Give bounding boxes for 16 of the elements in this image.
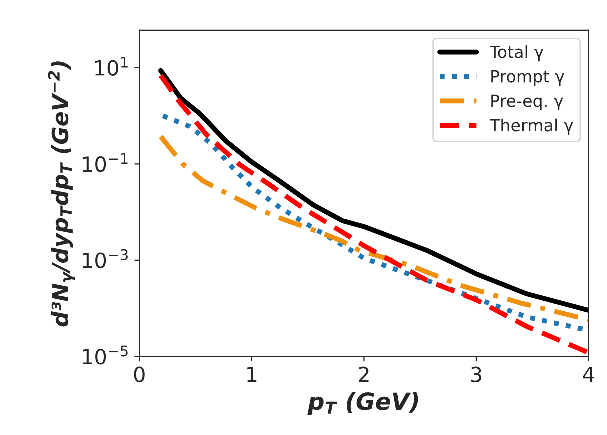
legend-label: Pre-eq. γ	[492, 94, 564, 111]
y-tick-label: 10$^{1}$	[96, 57, 128, 76]
x-tick-label: 0	[134, 366, 145, 383]
legend-label: Prompt γ	[492, 70, 564, 86]
x-tick-label: 1	[248, 367, 257, 382]
x-tick-label: 2	[359, 366, 369, 382]
x-tick-label: 4	[583, 367, 594, 382]
x-tick-label: 3	[471, 366, 482, 383]
text: d³N$_{γ}$/dyp$_{T}$dp$_{T}$ (GeV$^{−2}$)	[48, 62, 76, 327]
line-series	[158, 68, 589, 313]
x-axis-title: p$_{T}$ (GeV)	[308, 392, 418, 415]
y-tick-label: 10$^{−1}$	[83, 153, 128, 172]
y-tick-label: 10$^{−5}$	[83, 346, 128, 365]
legend-label: Total γ	[490, 45, 544, 62]
legend-label: Thermal γ	[490, 118, 574, 135]
y-tick-label: 10$^{−3}$	[83, 249, 128, 268]
